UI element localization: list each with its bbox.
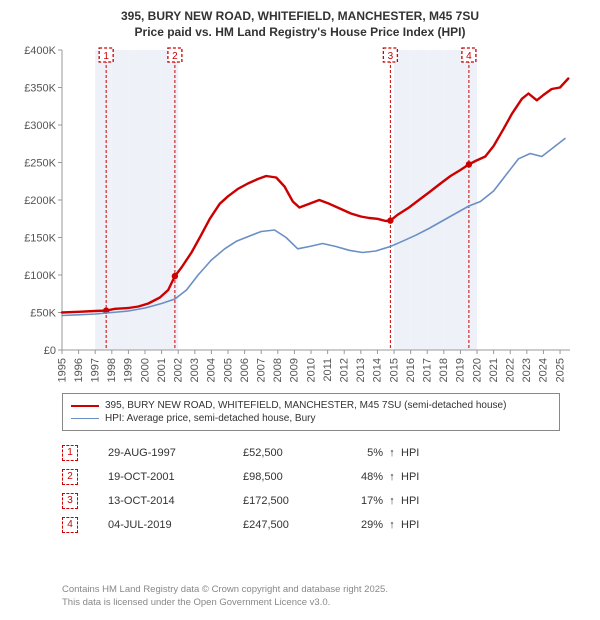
- svg-text:2013: 2013: [355, 358, 367, 382]
- sale-pct: 5%: [338, 447, 383, 459]
- chart-title: 395, BURY NEW ROAD, WHITEFIELD, MANCHEST…: [0, 0, 600, 42]
- svg-text:£300K: £300K: [24, 120, 56, 132]
- sale-pct: 17%: [338, 495, 383, 507]
- sale-suffix: HPI: [401, 447, 441, 459]
- svg-text:2024: 2024: [538, 358, 550, 382]
- svg-text:2001: 2001: [156, 358, 168, 382]
- chart-area: £0 £50K £100K £150K £200K £250K £300K £350K £400…: [10, 42, 580, 387]
- arrow-up-icon: ↑: [383, 447, 401, 459]
- sales-row: 3 13-OCT-2014 £172,500 17% ↑ HPI: [62, 489, 600, 513]
- svg-text:2002: 2002: [173, 358, 185, 382]
- svg-text:£50K: £50K: [30, 308, 56, 320]
- svg-text:£100K: £100K: [24, 270, 56, 282]
- sale-marker-icon: 4: [62, 517, 78, 533]
- sale-pct: 48%: [338, 471, 383, 483]
- svg-text:2006: 2006: [239, 358, 251, 382]
- svg-text:£400K: £400K: [24, 45, 56, 57]
- sales-row: 2 19-OCT-2001 £98,500 48% ↑ HPI: [62, 465, 600, 489]
- svg-text:1995: 1995: [56, 358, 68, 382]
- svg-text:2020: 2020: [471, 358, 483, 382]
- footer-line: Contains HM Land Registry data © Crown c…: [62, 584, 388, 597]
- svg-text:1: 1: [103, 51, 109, 62]
- svg-text:£150K: £150K: [24, 233, 56, 245]
- sale-marker-icon: 3: [62, 493, 78, 509]
- svg-text:2019: 2019: [455, 358, 467, 382]
- sale-price: £172,500: [243, 495, 338, 507]
- svg-text:2000: 2000: [139, 358, 151, 382]
- arrow-up-icon: ↑: [383, 471, 401, 483]
- svg-text:2021: 2021: [488, 358, 500, 382]
- legend-item: 395, BURY NEW ROAD, WHITEFIELD, MANCHEST…: [71, 399, 551, 412]
- svg-text:1996: 1996: [73, 358, 85, 382]
- sales-table: 1 29-AUG-1997 £52,500 5% ↑ HPI 2 19-OCT-…: [62, 441, 600, 537]
- svg-text:2023: 2023: [521, 358, 533, 382]
- svg-text:4: 4: [466, 51, 472, 62]
- svg-text:2010: 2010: [305, 358, 317, 382]
- footer-line: This data is licensed under the Open Gov…: [62, 597, 388, 610]
- sale-date: 19-OCT-2001: [108, 471, 243, 483]
- svg-text:2009: 2009: [289, 358, 301, 382]
- sale-pct: 29%: [338, 519, 383, 531]
- sale-date: 13-OCT-2014: [108, 495, 243, 507]
- sale-marker-icon: 2: [62, 469, 78, 485]
- svg-text:2018: 2018: [438, 358, 450, 382]
- svg-text:£350K: £350K: [24, 83, 56, 95]
- footer-attribution: Contains HM Land Registry data © Crown c…: [62, 584, 388, 610]
- sale-price: £98,500: [243, 471, 338, 483]
- legend-label: 395, BURY NEW ROAD, WHITEFIELD, MANCHEST…: [105, 400, 506, 411]
- svg-text:2: 2: [172, 51, 178, 62]
- arrow-up-icon: ↑: [383, 495, 401, 507]
- sale-suffix: HPI: [401, 519, 441, 531]
- svg-text:2008: 2008: [272, 358, 284, 382]
- svg-text:2005: 2005: [222, 358, 234, 382]
- sale-date: 29-AUG-1997: [108, 447, 243, 459]
- sale-price: £52,500: [243, 447, 338, 459]
- svg-text:1997: 1997: [90, 358, 102, 382]
- title-line1: 395, BURY NEW ROAD, WHITEFIELD, MANCHEST…: [10, 8, 590, 24]
- svg-text:£0: £0: [44, 345, 56, 357]
- legend: 395, BURY NEW ROAD, WHITEFIELD, MANCHEST…: [62, 393, 560, 431]
- legend-item: HPI: Average price, semi-detached house,…: [71, 412, 551, 425]
- sales-row: 1 29-AUG-1997 £52,500 5% ↑ HPI: [62, 441, 600, 465]
- sale-price: £247,500: [243, 519, 338, 531]
- sale-date: 04-JUL-2019: [108, 519, 243, 531]
- legend-swatch-blue: [71, 418, 99, 419]
- svg-text:2015: 2015: [388, 358, 400, 382]
- svg-text:1999: 1999: [123, 358, 135, 382]
- title-line2: Price paid vs. HM Land Registry's House …: [10, 24, 590, 40]
- legend-swatch-red: [71, 405, 99, 407]
- arrow-up-icon: ↑: [383, 519, 401, 531]
- svg-text:2007: 2007: [256, 358, 268, 382]
- svg-text:2003: 2003: [189, 358, 201, 382]
- svg-text:2004: 2004: [206, 358, 218, 382]
- svg-text:2012: 2012: [339, 358, 351, 382]
- svg-text:2025: 2025: [554, 358, 566, 382]
- sale-marker-icon: 1: [62, 445, 78, 461]
- svg-text:3: 3: [388, 51, 394, 62]
- svg-text:2011: 2011: [322, 358, 334, 382]
- svg-text:2014: 2014: [372, 358, 384, 382]
- svg-text:£250K: £250K: [24, 158, 56, 170]
- sale-suffix: HPI: [401, 495, 441, 507]
- svg-text:2017: 2017: [422, 358, 434, 382]
- line-chart: £0 £50K £100K £150K £200K £250K £300K £350K £400…: [10, 42, 580, 387]
- sales-row: 4 04-JUL-2019 £247,500 29% ↑ HPI: [62, 513, 600, 537]
- svg-text:£200K: £200K: [24, 195, 56, 207]
- svg-text:1998: 1998: [106, 358, 118, 382]
- legend-label: HPI: Average price, semi-detached house,…: [105, 413, 315, 424]
- svg-text:2016: 2016: [405, 358, 417, 382]
- sale-suffix: HPI: [401, 471, 441, 483]
- svg-text:2022: 2022: [505, 358, 517, 382]
